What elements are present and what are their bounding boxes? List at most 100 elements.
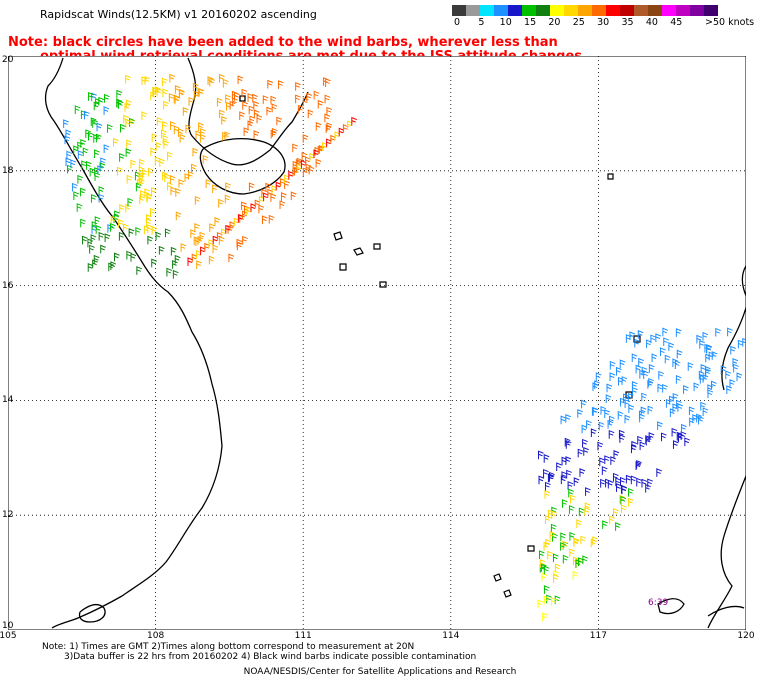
wind-barb <box>657 383 664 393</box>
wind-barb <box>705 368 711 377</box>
y-tick-label: 12 <box>2 510 14 521</box>
wind-barb <box>646 339 652 349</box>
wind-barb <box>74 105 81 114</box>
colorbar-swatch <box>494 5 508 16</box>
wind-barb <box>625 474 632 484</box>
wind-barb <box>668 342 675 351</box>
wind-barb <box>628 487 634 497</box>
wind-barb <box>270 95 277 105</box>
wind-barb <box>219 73 225 83</box>
wind-barb <box>249 115 256 125</box>
colorbar-swatch <box>592 5 606 16</box>
wind-barb <box>89 244 95 254</box>
wind-barb <box>292 143 298 153</box>
wind-barb <box>65 157 72 167</box>
wind-barb <box>295 94 301 104</box>
colorbar-swatch <box>578 5 592 16</box>
wind-barb <box>94 216 101 225</box>
wind-barb <box>119 153 125 162</box>
wind-barb <box>127 197 134 207</box>
wind-barb <box>338 127 345 137</box>
wind-barb <box>284 174 290 184</box>
wind-barb <box>192 147 199 157</box>
wind-barb <box>141 76 148 85</box>
wind-barb <box>326 106 333 116</box>
y-tick-label: 14 <box>2 395 14 406</box>
wind-barb <box>246 206 252 216</box>
wind-barb <box>224 131 231 141</box>
wind-barb <box>178 128 184 137</box>
wind-barb <box>275 181 282 191</box>
wind-barb <box>568 505 575 514</box>
wind-barb <box>671 427 678 437</box>
map-title: Rapidscat Winds(12.5KM) v1 20160202 asce… <box>40 8 317 21</box>
wind-barb <box>170 246 177 256</box>
wind-barb <box>139 195 145 204</box>
colorbar-swatch <box>620 5 634 16</box>
wind-barb <box>192 82 199 92</box>
wind-barb <box>582 438 588 448</box>
wind-barb <box>295 158 302 168</box>
colorbar-labels: 0 5 10 15 20 25 30 35 40 45 >50 knots <box>452 16 754 30</box>
wind-barb <box>678 433 684 442</box>
wind-barb <box>116 89 123 99</box>
wind-barb <box>548 473 555 483</box>
wind-barb <box>648 364 655 373</box>
wind-barb <box>592 382 599 392</box>
wind-barb <box>619 397 626 407</box>
wind-barb <box>229 100 236 110</box>
wind-barb <box>151 133 158 143</box>
wind-barb <box>138 172 145 181</box>
wind-barb <box>631 440 638 450</box>
wind-barb <box>595 372 602 382</box>
wind-barb <box>218 198 224 208</box>
colorbar-label: 40 <box>645 17 658 28</box>
wind-barb <box>90 193 97 203</box>
wind-barb <box>151 258 157 268</box>
wind-barb <box>172 269 179 279</box>
wind-barb <box>175 188 181 197</box>
wind-barb <box>578 507 585 517</box>
wind-barb <box>645 483 651 493</box>
wind-barb <box>693 382 700 392</box>
wind-barb <box>254 199 261 209</box>
wind-barb <box>560 541 566 551</box>
wind-barb <box>248 105 255 115</box>
wind-barb <box>164 173 170 183</box>
wind-barb <box>117 166 123 176</box>
wind-barb <box>182 107 189 116</box>
wind-barb <box>547 550 553 560</box>
wind-barb <box>584 502 591 512</box>
wind-barb <box>261 215 268 225</box>
wind-barb <box>570 494 576 504</box>
wind-barb <box>170 186 177 196</box>
wind-barb <box>212 184 218 194</box>
wind-map <box>8 56 746 630</box>
wind-barb <box>237 214 244 223</box>
colorbar-swatches <box>452 5 718 16</box>
wind-barb <box>64 135 71 145</box>
colorbar-label: 45 <box>670 17 683 28</box>
wind-barb <box>579 468 586 477</box>
wind-barb <box>135 226 142 236</box>
wind-barb <box>162 134 169 144</box>
wind-barb <box>139 178 145 188</box>
wind-barb <box>242 235 248 245</box>
wind-barb <box>225 182 231 192</box>
wind-barb <box>537 450 544 460</box>
colorbar-swatch <box>550 5 564 16</box>
wind-barb <box>727 327 733 337</box>
wind-barb <box>569 548 575 558</box>
wind-barb <box>629 331 636 341</box>
wind-barb <box>91 221 98 230</box>
colorbar-swatch <box>522 5 536 16</box>
wind-barb <box>577 448 584 458</box>
wind-barb <box>538 550 545 559</box>
wind-barb <box>297 104 304 114</box>
wind-barb <box>565 439 572 449</box>
wind-barb <box>125 74 131 84</box>
wind-barb <box>737 339 744 349</box>
wind-barb <box>91 92 97 102</box>
wind-barb <box>144 76 151 85</box>
wind-barb <box>554 563 561 573</box>
